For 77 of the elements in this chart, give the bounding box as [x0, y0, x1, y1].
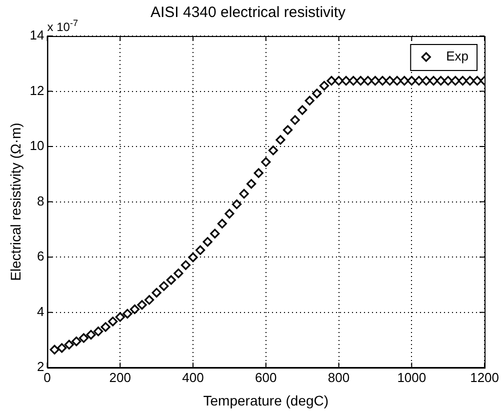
point [224, 208, 234, 218]
point [326, 76, 336, 86]
point [196, 245, 206, 255]
point [392, 76, 402, 86]
y-tick-label: 14 [30, 28, 44, 43]
point [268, 146, 278, 156]
x-tick-label: 600 [255, 370, 277, 385]
point [180, 260, 191, 270]
point [319, 80, 330, 91]
point [188, 252, 198, 262]
point [93, 326, 104, 336]
y-tick-label: 10 [30, 138, 44, 154]
legend-label: Exp [446, 48, 469, 64]
x-tick-label: 1200 [470, 370, 499, 385]
point [276, 135, 286, 145]
point [298, 105, 308, 115]
point [246, 179, 256, 189]
point [421, 76, 432, 86]
chart-title: AISI 4340 electrical resistivity [150, 4, 346, 22]
point [239, 188, 249, 199]
point [115, 312, 125, 322]
point [159, 281, 169, 291]
y-tick-label: 2 [37, 359, 44, 374]
point [363, 76, 373, 86]
point [334, 76, 344, 86]
point [232, 199, 242, 210]
point [100, 322, 110, 332]
point [166, 275, 176, 285]
x-tick-label: 0 [44, 370, 51, 385]
point [202, 237, 212, 247]
x-tick-label: 800 [328, 370, 350, 385]
point [312, 88, 322, 98]
point [443, 76, 453, 86]
point [152, 288, 162, 298]
point [210, 228, 220, 238]
x-tick-label: 200 [109, 370, 131, 385]
y-tick-label: 12 [30, 82, 44, 98]
point [50, 344, 60, 354]
point [137, 300, 147, 310]
point [414, 76, 424, 86]
point [108, 316, 118, 326]
y-tick-label: 8 [37, 193, 44, 208]
point [428, 76, 438, 86]
point [290, 115, 300, 125]
point [348, 76, 358, 86]
point [86, 330, 96, 340]
point [458, 76, 468, 86]
point [436, 76, 446, 86]
point [144, 295, 154, 305]
y-axis-title: Electrical resistivity (Ω·m) [7, 122, 24, 281]
point [78, 333, 88, 343]
point [122, 308, 132, 319]
point [406, 76, 416, 86]
y-tick-label: 6 [37, 248, 44, 264]
point [384, 76, 395, 86]
point [341, 76, 351, 86]
y-tick-label: 4 [37, 304, 44, 319]
point [261, 157, 271, 167]
point [450, 76, 460, 86]
point [282, 125, 293, 135]
point [254, 168, 264, 178]
point [356, 76, 366, 86]
point [472, 76, 482, 86]
point [57, 343, 67, 353]
point [72, 336, 82, 346]
point [378, 76, 388, 86]
x-axis-title: Temperature (degC) [203, 392, 329, 408]
point [64, 340, 74, 350]
point [304, 96, 314, 106]
point [400, 76, 410, 86]
point [465, 76, 475, 86]
x-tick-label: 400 [182, 370, 204, 385]
x-tick-label: 1000 [397, 370, 426, 385]
point [370, 76, 380, 86]
point [174, 268, 184, 278]
point [130, 304, 140, 314]
point [217, 218, 227, 228]
